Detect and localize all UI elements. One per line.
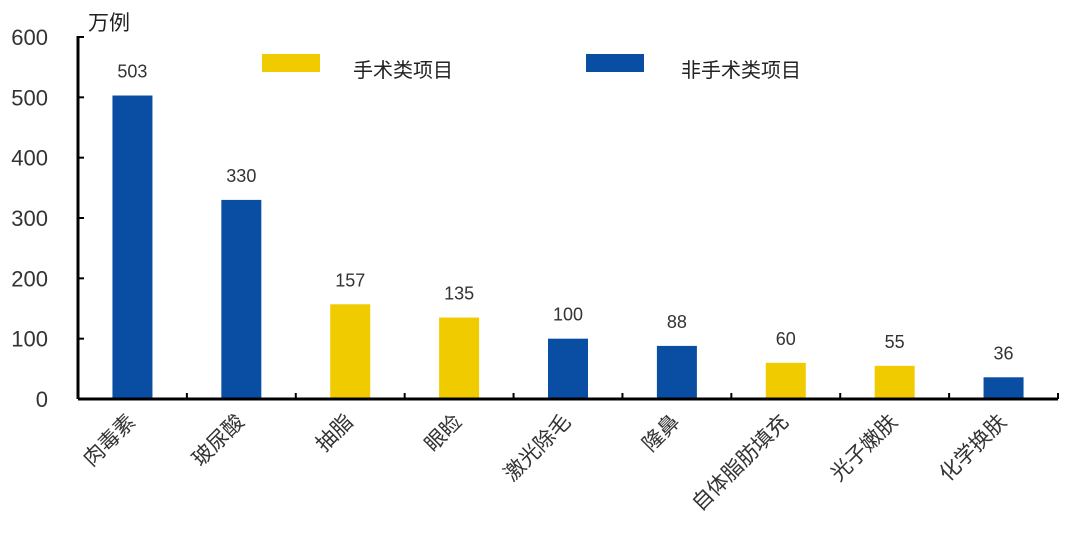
bar-5 [548, 338, 588, 399]
bar-3 [330, 304, 371, 399]
data-label-3: 157 [335, 270, 365, 290]
bar-4 [439, 317, 480, 399]
bar-1 [112, 95, 153, 400]
bar-2 [221, 199, 262, 399]
bar-7 [765, 362, 806, 399]
y-tick-label: 200 [11, 266, 48, 291]
category-label-6: 隆鼻 [638, 410, 685, 457]
bar-8 [874, 365, 915, 399]
data-label-8: 55 [885, 332, 905, 352]
y-tick-label: 0 [36, 387, 48, 412]
data-labels: 503 330 157 135 100 88 60 55 36 [117, 62, 1013, 364]
category-label-7: 自体脂肪填充 [687, 410, 793, 516]
y-tick-label: 400 [11, 146, 48, 171]
legend-swatch-2 [586, 54, 644, 72]
data-label-2: 330 [226, 166, 256, 186]
category-labels: 肉毒素 玻尿酸 抽脂 眼睑 激光除毛 隆鼻 自体脂肪填充 光子嫩肤 化学换肤 [78, 410, 1011, 516]
data-label-6: 88 [667, 312, 687, 332]
data-label-7: 60 [776, 329, 796, 349]
category-label-8: 光子嫩肤 [826, 410, 902, 486]
y-tick-label: 300 [11, 206, 48, 231]
category-label-4: 眼睑 [420, 410, 467, 457]
legend-label-1: 手术类项目 [353, 58, 453, 82]
data-label-1: 503 [117, 62, 147, 82]
y-tick-label: 100 [11, 327, 48, 352]
legend-swatch-1 [262, 54, 320, 72]
bar-6 [656, 345, 697, 399]
y-axis-ticks: 0 100 200 300 400 500 600 [11, 25, 84, 412]
bar-9 [983, 377, 1024, 399]
legend: 手术类项目 非手术类项目 [262, 54, 801, 82]
category-label-3: 抽脂 [311, 410, 358, 457]
bars [112, 95, 1024, 400]
data-label-4: 135 [444, 284, 474, 304]
legend-label-2: 非手术类项目 [681, 58, 801, 82]
y-axis-unit-label: 万例 [88, 11, 130, 35]
category-label-2: 玻尿酸 [187, 410, 249, 472]
category-label-5: 激光除毛 [499, 410, 575, 486]
axes [76, 36, 1059, 401]
data-label-5: 100 [553, 305, 583, 325]
category-label-9: 化学换肤 [935, 410, 1011, 486]
y-tick-label: 600 [11, 25, 48, 50]
y-tick-label: 500 [11, 85, 48, 110]
category-label-1: 肉毒素 [78, 410, 140, 472]
data-label-9: 36 [994, 343, 1014, 363]
